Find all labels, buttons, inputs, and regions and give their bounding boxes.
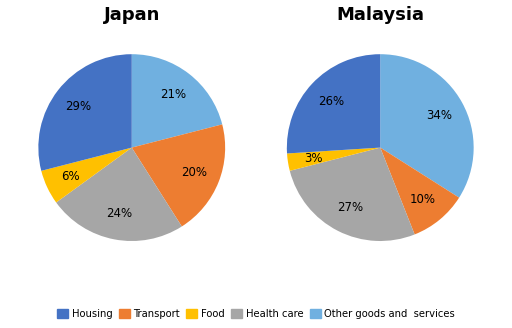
Text: 3%: 3% bbox=[305, 152, 323, 165]
Wedge shape bbox=[380, 148, 459, 235]
Wedge shape bbox=[132, 124, 225, 226]
Legend: Housing, Transport, Food, Health care, Other goods and  services: Housing, Transport, Food, Health care, O… bbox=[53, 305, 459, 323]
Text: 29%: 29% bbox=[66, 100, 92, 113]
Wedge shape bbox=[287, 148, 380, 171]
Wedge shape bbox=[132, 54, 222, 148]
Wedge shape bbox=[290, 148, 415, 241]
Text: 6%: 6% bbox=[61, 170, 80, 183]
Wedge shape bbox=[56, 148, 182, 241]
Text: 34%: 34% bbox=[426, 109, 452, 122]
Text: 27%: 27% bbox=[337, 201, 363, 214]
Text: 26%: 26% bbox=[318, 95, 344, 108]
Title: Japan: Japan bbox=[103, 6, 160, 24]
Text: 21%: 21% bbox=[160, 88, 186, 101]
Wedge shape bbox=[38, 54, 132, 171]
Text: 24%: 24% bbox=[106, 207, 132, 220]
Title: Malaysia: Malaysia bbox=[336, 6, 424, 24]
Text: 10%: 10% bbox=[410, 193, 436, 206]
Text: 20%: 20% bbox=[181, 166, 207, 179]
Wedge shape bbox=[380, 54, 474, 198]
Wedge shape bbox=[287, 54, 380, 154]
Wedge shape bbox=[41, 148, 132, 202]
